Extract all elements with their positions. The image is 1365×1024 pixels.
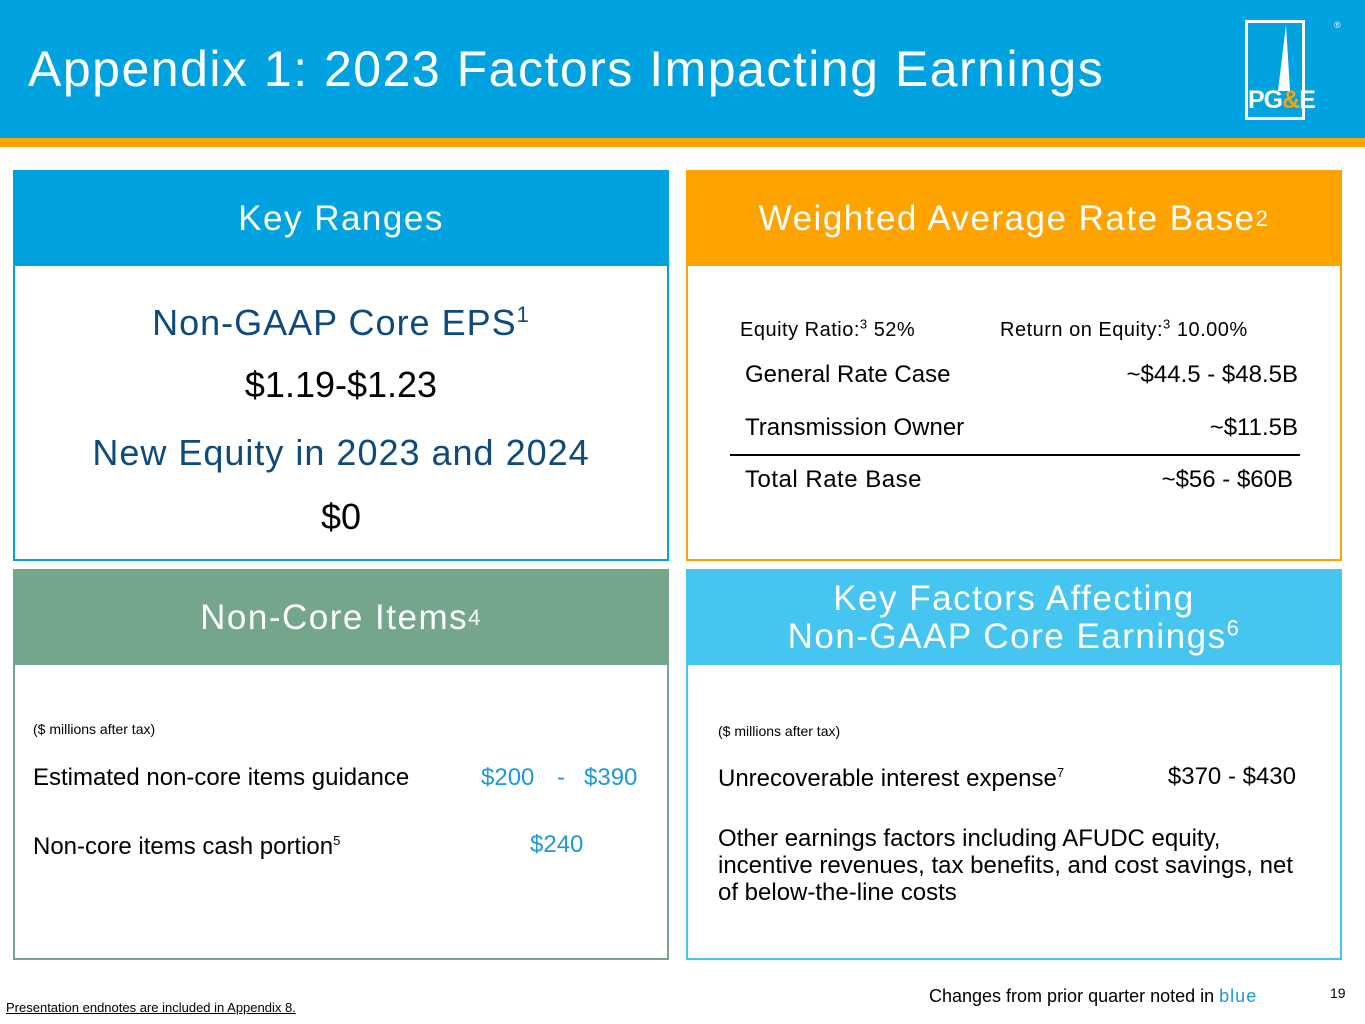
return-on-equity: Return on Equity:3 10.00%: [1000, 316, 1248, 341]
logo-tower-icon: [1278, 25, 1290, 91]
rate-base-heading: Weighted Average Rate Base 2: [688, 172, 1340, 266]
interest-expense-value: $370 - $430: [1167, 763, 1296, 790]
key-ranges-panel: Key Ranges Non-GAAP Core EPS1 $1.19-$1.2…: [13, 170, 669, 561]
new-equity-value: $0: [320, 496, 362, 537]
interest-expense-label: Unrecoverable interest expense7: [718, 765, 1065, 792]
core-eps-value: $1.19-$1.23: [244, 364, 438, 405]
rate-row-label: Transmission Owner: [745, 414, 965, 441]
header-bar: [0, 0, 1365, 138]
units-note: ($ millions after tax): [718, 723, 841, 739]
endnotes-link[interactable]: Presentation endnotes are included in Ap…: [6, 1000, 296, 1015]
total-divider: [730, 454, 1300, 456]
rate-row-label: General Rate Case: [745, 361, 951, 388]
guidance-high: $390: [584, 764, 638, 791]
total-rate-base-value: ~$56 - $60B: [1161, 466, 1293, 493]
total-rate-base-label: Total Rate Base: [745, 466, 922, 493]
key-factors-heading: Key Factors Affecting Non-GAAP Core Earn…: [688, 571, 1340, 665]
key-factors-panel: Key Factors Affecting Non-GAAP Core Earn…: [686, 569, 1342, 960]
header-accent-stripe: [0, 138, 1365, 147]
logo-lettering: PG&E: [1248, 86, 1316, 114]
rate-base-panel: Weighted Average Rate Base 2 Equity Ratio…: [686, 170, 1342, 561]
new-equity-label: New Equity in 2023 and 2024: [92, 432, 590, 473]
other-factors-text: Other earnings factors including AFUDC e…: [718, 825, 1294, 906]
guidance-label: Estimated non-core items guidance: [33, 764, 410, 791]
equity-ratio: Equity Ratio:3 52%: [740, 316, 916, 341]
pge-logo: PG&E: [1245, 20, 1316, 120]
changes-note: Changes from prior quarter noted in blue: [929, 986, 1258, 1006]
non-core-items-panel: Non-Core Items 4 ($ millions after tax) E…: [13, 569, 669, 960]
guidance-low: $200: [481, 764, 535, 791]
key-ranges-heading: Key Ranges: [15, 172, 667, 266]
core-eps-label: Non-GAAP Core EPS1: [152, 302, 530, 343]
cash-portion-value: $240: [530, 831, 584, 858]
cash-portion-label: Non-core items cash portion5: [33, 833, 341, 860]
registered-mark: ®: [1334, 20, 1341, 30]
rate-row-value: ~$44.5 - $48.5B: [1126, 361, 1298, 388]
rate-row-value: ~$11.5B: [1209, 414, 1298, 441]
page-number: 19: [1330, 985, 1346, 1001]
guidance-dash: -: [557, 764, 565, 791]
non-core-items-heading: Non-Core Items 4: [15, 571, 667, 665]
units-note: ($ millions after tax): [33, 721, 156, 737]
slide-title: Appendix 1: 2023 Factors Impacting Earni…: [28, 41, 1105, 97]
